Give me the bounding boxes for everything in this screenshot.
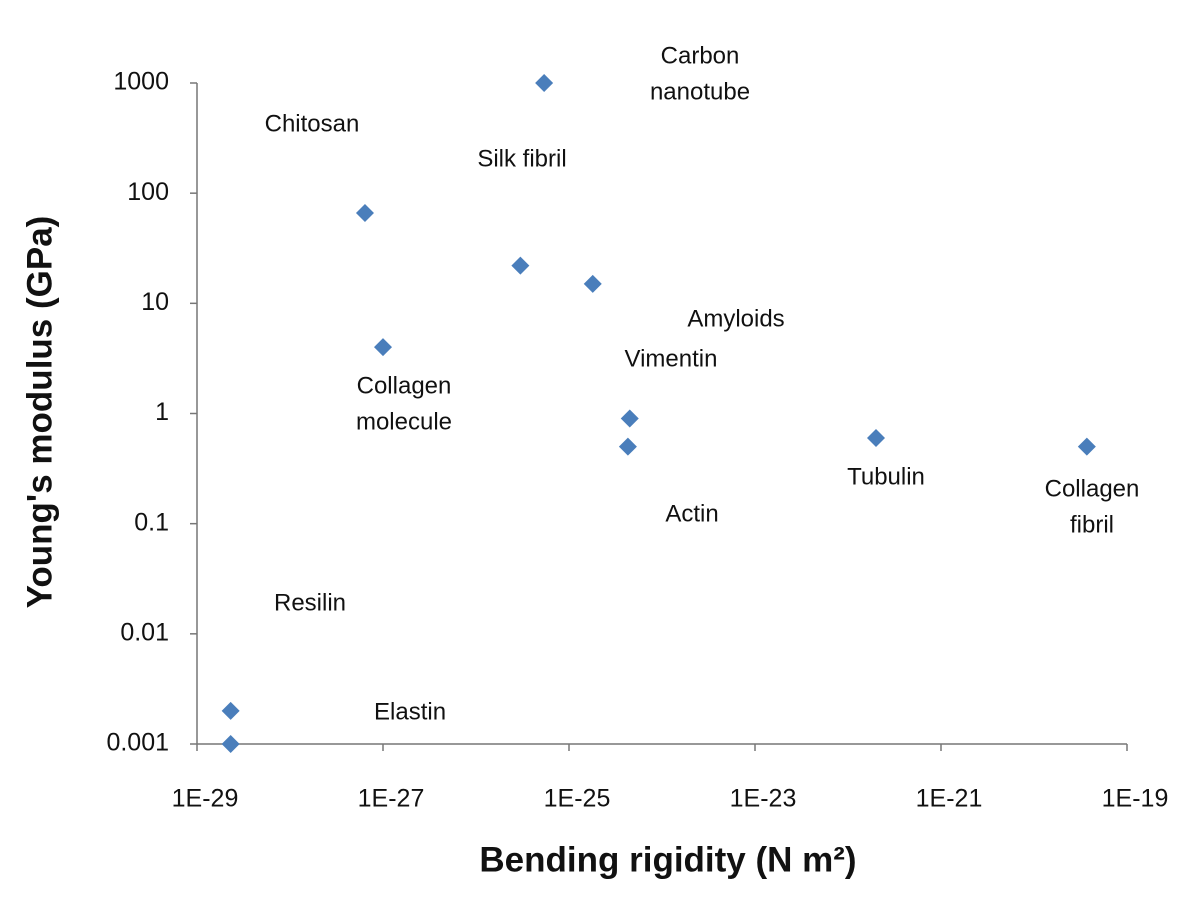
data-point <box>535 74 554 92</box>
point-label: Carbon <box>661 42 740 69</box>
data-point <box>221 701 240 720</box>
point-label: Resilin <box>274 589 346 616</box>
point-label: Chitosan <box>265 110 360 137</box>
y-tick-label: 100 <box>127 178 169 206</box>
x-tick-label: 1E-23 <box>730 785 797 813</box>
data-point <box>618 437 637 456</box>
y-tick-label: 0.1 <box>134 508 169 536</box>
data-point <box>374 338 392 357</box>
point-label: Amyloids <box>687 305 784 332</box>
x-tick-label: 1E-29 <box>172 785 239 813</box>
data-point <box>511 256 530 275</box>
y-axis-title: Young's modulus (GPa) <box>20 216 59 609</box>
point-label: Actin <box>665 500 718 527</box>
point-label: fibril <box>1070 511 1114 538</box>
x-axis-title: Bending rigidity (N m²) <box>479 840 856 879</box>
point-label: Collagen <box>1045 475 1140 502</box>
data-point <box>221 735 240 753</box>
data-point <box>355 204 374 223</box>
x-tick-label: 1E-19 <box>1102 785 1169 813</box>
y-tick-label: 0.001 <box>106 729 169 757</box>
data-point <box>620 409 639 428</box>
point-label: molecule <box>356 408 452 435</box>
point-label: nanotube <box>650 78 750 105</box>
x-tick-label: 1E-21 <box>916 785 983 813</box>
y-tick-label: 0.01 <box>120 618 169 646</box>
data-point <box>583 274 602 293</box>
point-label: Collagen <box>357 372 452 399</box>
x-tick-label: 1E-25 <box>544 785 611 813</box>
y-tick-label: 1000 <box>113 68 169 96</box>
y-tick-label: 1 <box>155 398 169 426</box>
data-point <box>1077 437 1096 456</box>
y-tick-label: 10 <box>141 288 169 316</box>
point-label: Silk fibril <box>477 145 566 172</box>
x-tick-label: 1E-27 <box>358 785 425 813</box>
point-label: Vimentin <box>625 345 718 372</box>
point-label: Tubulin <box>847 463 925 490</box>
point-label: Elastin <box>374 698 446 725</box>
data-point <box>866 428 885 447</box>
